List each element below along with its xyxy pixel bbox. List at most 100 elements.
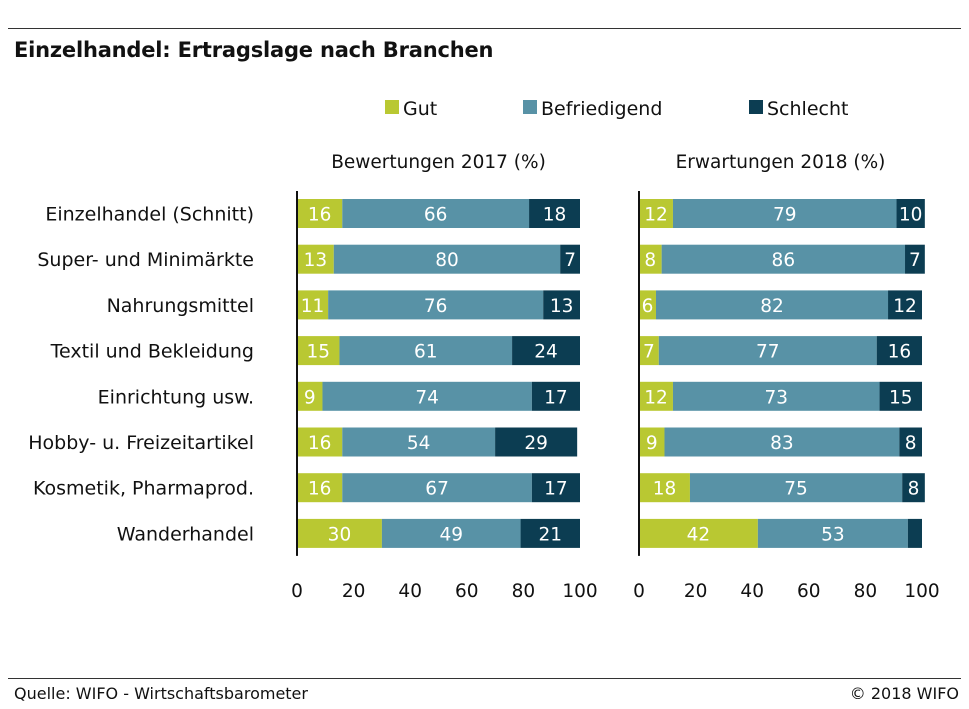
panel-2-bar-schlecht-8 bbox=[907, 518, 922, 548]
panel-2-bar-befriedigend-1 bbox=[672, 199, 897, 228]
chart-title: Einzelhandel: Ertragslage nach Branchen bbox=[14, 38, 494, 62]
panel-2-value-label-schlecht-3: 12 bbox=[893, 296, 917, 317]
panel-2-bar-schlecht-6 bbox=[899, 427, 922, 457]
panel-1-value-label-gut-3: 11 bbox=[301, 296, 325, 317]
panel-1-value-label-gut-5: 9 bbox=[304, 387, 316, 408]
panel-2-bar-gut-5 bbox=[639, 381, 673, 411]
category-label-hobby-u-freizeitartikel: Hobby- u. Freizeitartikel bbox=[28, 432, 254, 454]
panel-1-bar-schlecht-4 bbox=[512, 336, 580, 366]
legend-swatch-befriedigend bbox=[523, 100, 537, 114]
category-label-kosmetik-pharmaprod: Kosmetik, Pharmaprod. bbox=[33, 478, 254, 500]
panel-1-bar-gut-6 bbox=[297, 427, 343, 457]
source-note: Quelle: WIFO - Wirtschaftsbarometer bbox=[14, 684, 308, 703]
panel-1-bar-schlecht-5 bbox=[531, 381, 580, 411]
panel-1-value-label-befriedigend-2: 80 bbox=[435, 250, 459, 271]
panel-1-value-label-schlecht-7: 17 bbox=[544, 479, 568, 500]
panel-1-bar-gut-3 bbox=[297, 290, 329, 320]
panel-1-value-label-befriedigend-6: 54 bbox=[407, 433, 431, 454]
panel-2-tick-label-0: 0 bbox=[633, 581, 645, 602]
panel-1-value-label-schlecht-6: 29 bbox=[524, 433, 548, 454]
panel-2-bar-schlecht-4 bbox=[876, 336, 922, 366]
panel-2-value-label-befriedigend-1: 79 bbox=[773, 205, 797, 226]
panel-1-bar-schlecht-8 bbox=[520, 518, 580, 548]
panel-1-value-label-schlecht-8: 21 bbox=[539, 524, 563, 545]
panel-2-bar-gut-8 bbox=[639, 518, 758, 548]
panel-2-tick-label-80: 80 bbox=[854, 581, 878, 602]
panel-1-tick-label-0: 0 bbox=[291, 581, 303, 602]
panel-1-value-label-schlecht-1: 18 bbox=[543, 205, 567, 226]
panel-2-value-label-gut-3: 6 bbox=[642, 296, 654, 317]
category-label-textil-und-bekleidung: Textil und Bekleidung bbox=[50, 341, 254, 363]
panel-2-bar-gut-1 bbox=[639, 199, 673, 228]
panel-2-bar-schlecht-2 bbox=[905, 244, 925, 274]
panel-1-bar-befriedigend-3 bbox=[328, 290, 544, 320]
panel-2-bar-gut-2 bbox=[639, 244, 662, 274]
panel-1-value-label-schlecht-4: 24 bbox=[534, 342, 558, 363]
panel-2-bar-gut-3 bbox=[639, 290, 656, 320]
panel-1-tick-label-40: 40 bbox=[398, 581, 422, 602]
panel-1-bar-schlecht-2 bbox=[560, 244, 580, 274]
panel-2-value-label-gut-4: 7 bbox=[643, 342, 655, 363]
panel-1-bar-schlecht-1 bbox=[529, 199, 580, 228]
category-label-einzelhandel-schnitt: Einzelhandel (Schnitt) bbox=[45, 204, 254, 226]
panel-1-bar-gut-1 bbox=[297, 199, 343, 228]
panel-2-bar-schlecht-5 bbox=[879, 381, 922, 411]
panel-1-value-label-gut-6: 16 bbox=[308, 433, 332, 454]
panel-1-value-label-gut-1: 16 bbox=[308, 205, 332, 226]
panel-1-value-label-gut-4: 15 bbox=[306, 342, 330, 363]
panel-1-bar-gut-2 bbox=[297, 244, 334, 274]
panel-2-tick-label-20: 20 bbox=[684, 581, 708, 602]
panel-2-bar-gut-4 bbox=[639, 336, 659, 366]
category-label-nahrungsmittel: Nahrungsmittel bbox=[107, 295, 254, 317]
panel-1-bar-gut-5 bbox=[297, 381, 323, 411]
panel-2-bar-befriedigend-4 bbox=[658, 336, 877, 366]
panel-1-tick-label-100: 100 bbox=[562, 581, 597, 602]
panel-1-bar-schlecht-6 bbox=[495, 427, 578, 457]
panel-1-bar-befriedigend-8 bbox=[381, 518, 521, 548]
panel-2-value-label-befriedigend-4: 77 bbox=[756, 342, 780, 363]
panel-1-tick-label-60: 60 bbox=[455, 581, 479, 602]
panel-2-tick-label-100: 100 bbox=[904, 581, 939, 602]
panel-1-bar-befriedigend-6 bbox=[342, 427, 496, 457]
panel-2-value-label-befriedigend-5: 73 bbox=[764, 387, 788, 408]
legend-swatch-gut bbox=[385, 100, 399, 114]
panel-1-bar-gut-8 bbox=[297, 518, 382, 548]
panel-2-value-label-befriedigend-6: 83 bbox=[770, 433, 794, 454]
panel-1-bar-gut-4 bbox=[297, 336, 340, 366]
panel-2-value-label-befriedigend-7: 75 bbox=[784, 479, 808, 500]
panel-2-bar-befriedigend-7 bbox=[689, 473, 903, 503]
panel-1-bar-befriedigend-1 bbox=[342, 199, 530, 228]
panel-2-value-label-schlecht-6: 8 bbox=[905, 433, 917, 454]
panel-2-value-label-gut-2: 8 bbox=[644, 250, 656, 271]
panel-1-value-label-gut-2: 13 bbox=[304, 250, 328, 271]
panel-2-value-label-gut-5: 12 bbox=[644, 387, 668, 408]
panel-2-bar-schlecht-3 bbox=[888, 290, 922, 320]
panel-2-bar-befriedigend-8 bbox=[757, 518, 908, 548]
panel-2-bar-befriedigend-5 bbox=[672, 381, 880, 411]
panel-2-value-label-gut-8: 42 bbox=[687, 524, 711, 545]
panel-2-bar-gut-7 bbox=[639, 473, 690, 503]
category-label-wanderhandel: Wanderhandel bbox=[117, 523, 254, 545]
panel-2-bar-schlecht-7 bbox=[902, 473, 925, 503]
panel-2-bar-schlecht-1 bbox=[896, 199, 925, 228]
panel-1-bar-befriedigend-2 bbox=[333, 244, 561, 274]
panel-1-bar-gut-7 bbox=[297, 473, 343, 503]
panel-2-value-label-schlecht-2: 7 bbox=[909, 250, 921, 271]
panel-2-value-label-schlecht-5: 15 bbox=[889, 387, 913, 408]
panel-2-title: Erwartungen 2018 (%) bbox=[676, 152, 886, 173]
panel-1-value-label-gut-8: 30 bbox=[328, 524, 352, 545]
panel-2-value-label-befriedigend-3: 82 bbox=[760, 296, 784, 317]
panel-1-value-label-schlecht-2: 7 bbox=[564, 250, 576, 271]
panel-2-value-label-schlecht-4: 16 bbox=[888, 342, 912, 363]
panel-1-tick-label-80: 80 bbox=[512, 581, 536, 602]
panel-2-tick-label-40: 40 bbox=[740, 581, 764, 602]
panel-1-value-label-schlecht-3: 13 bbox=[550, 296, 574, 317]
panel-2-value-label-gut-6: 9 bbox=[646, 433, 658, 454]
panel-2-bar-befriedigend-6 bbox=[664, 427, 900, 457]
panel-1-value-label-befriedigend-1: 66 bbox=[424, 205, 448, 226]
panel-1-bar-befriedigend-5 bbox=[322, 381, 532, 411]
panel-1-value-label-schlecht-5: 17 bbox=[544, 387, 568, 408]
panel-1-bar-befriedigend-4 bbox=[339, 336, 513, 366]
panel-1-bar-schlecht-3 bbox=[543, 290, 580, 320]
